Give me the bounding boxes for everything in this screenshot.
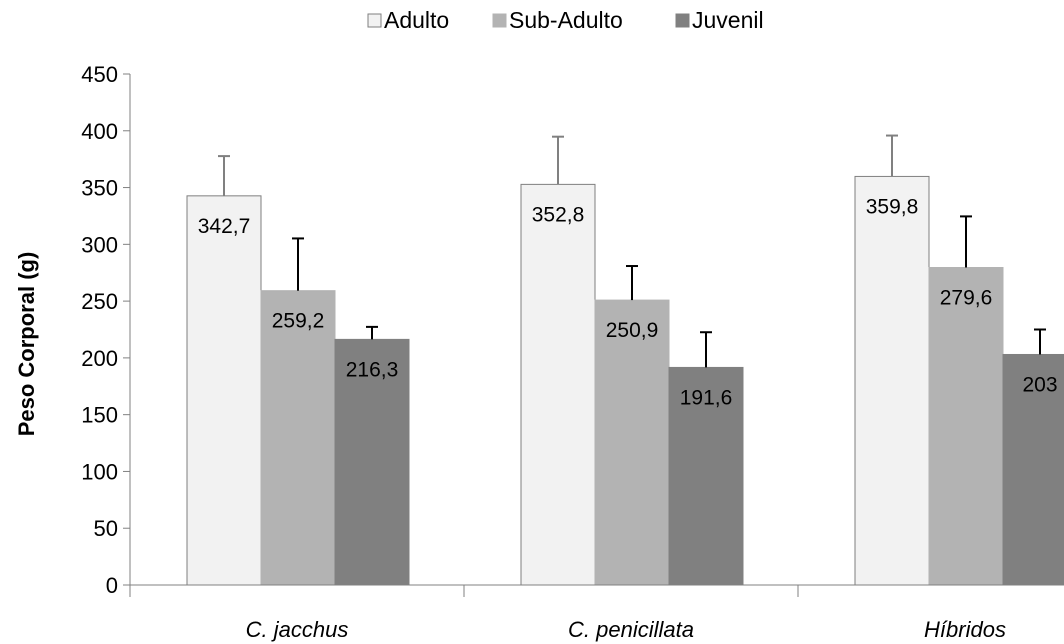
bar-sub-adulto	[928, 266, 1004, 586]
bar-adulto	[186, 195, 262, 586]
data-label: 191,6	[680, 386, 733, 409]
bar-sub-adulto	[260, 290, 336, 586]
y-tick-label: 350	[81, 176, 118, 201]
axes	[129, 74, 1064, 597]
x-category-label: Híbridos	[924, 617, 1006, 642]
x-axis: C. jacchus C. penicillata Híbridos	[246, 617, 1006, 642]
data-label: 259,2	[272, 310, 325, 333]
y-tick-label: 450	[81, 62, 118, 87]
bar-adulto	[520, 183, 596, 586]
bars	[186, 175, 1064, 586]
legend-swatch-adulto	[367, 13, 382, 28]
x-category-label: C. jacchus	[246, 617, 349, 642]
legend-swatch-sub-adulto	[492, 13, 507, 28]
legend-label: Adulto	[384, 7, 449, 33]
y-tick-label: 200	[81, 346, 118, 371]
data-labels: 342,7 352,8 359,8 259,2 250,9 279,6 216,3 191,6…	[198, 195, 1058, 409]
legend-swatch-juvenil	[675, 13, 690, 28]
legend-label: Juvenil	[692, 7, 764, 33]
y-tick-label: 0	[106, 573, 118, 598]
y-tick-label: 50	[94, 516, 118, 541]
y-axis-label: Peso Corporal (g)	[14, 252, 39, 437]
bar-adulto	[854, 175, 930, 586]
bar-juvenil	[1002, 353, 1064, 586]
data-label: 279,6	[940, 286, 993, 309]
y-tick-label: 300	[81, 232, 118, 257]
y-tick-label: 150	[81, 403, 118, 428]
data-label: 216,3	[346, 358, 399, 381]
data-label: 342,7	[198, 215, 251, 238]
bar-sub-adulto	[594, 299, 670, 586]
y-axis: 0 50 100 150 200 250 300 350 400 450	[81, 62, 130, 598]
data-label: 250,9	[606, 319, 659, 342]
data-label: 359,8	[866, 195, 919, 218]
x-category-label: C. penicillata	[568, 617, 694, 642]
y-tick-label: 400	[81, 119, 118, 144]
bar-juvenil	[668, 366, 744, 586]
y-tick-label: 100	[81, 459, 118, 484]
legend: Adulto Sub-Adulto Juvenil	[367, 7, 764, 33]
y-tick-label: 250	[81, 289, 118, 314]
error-bars	[218, 134, 1046, 368]
data-label: 203	[1022, 373, 1057, 396]
data-label: 352,8	[532, 203, 585, 226]
legend-label: Sub-Adulto	[509, 7, 623, 33]
